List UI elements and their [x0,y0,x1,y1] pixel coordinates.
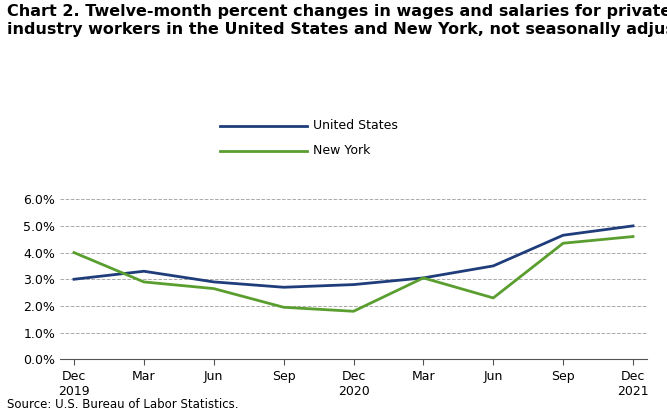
Text: Chart 2. Twelve-month percent changes in wages and salaries for private
industry: Chart 2. Twelve-month percent changes in… [7,4,667,36]
Text: Source: U.S. Bureau of Labor Statistics.: Source: U.S. Bureau of Labor Statistics. [7,398,238,411]
Text: United States: United States [313,119,398,133]
Text: New York: New York [313,144,371,157]
